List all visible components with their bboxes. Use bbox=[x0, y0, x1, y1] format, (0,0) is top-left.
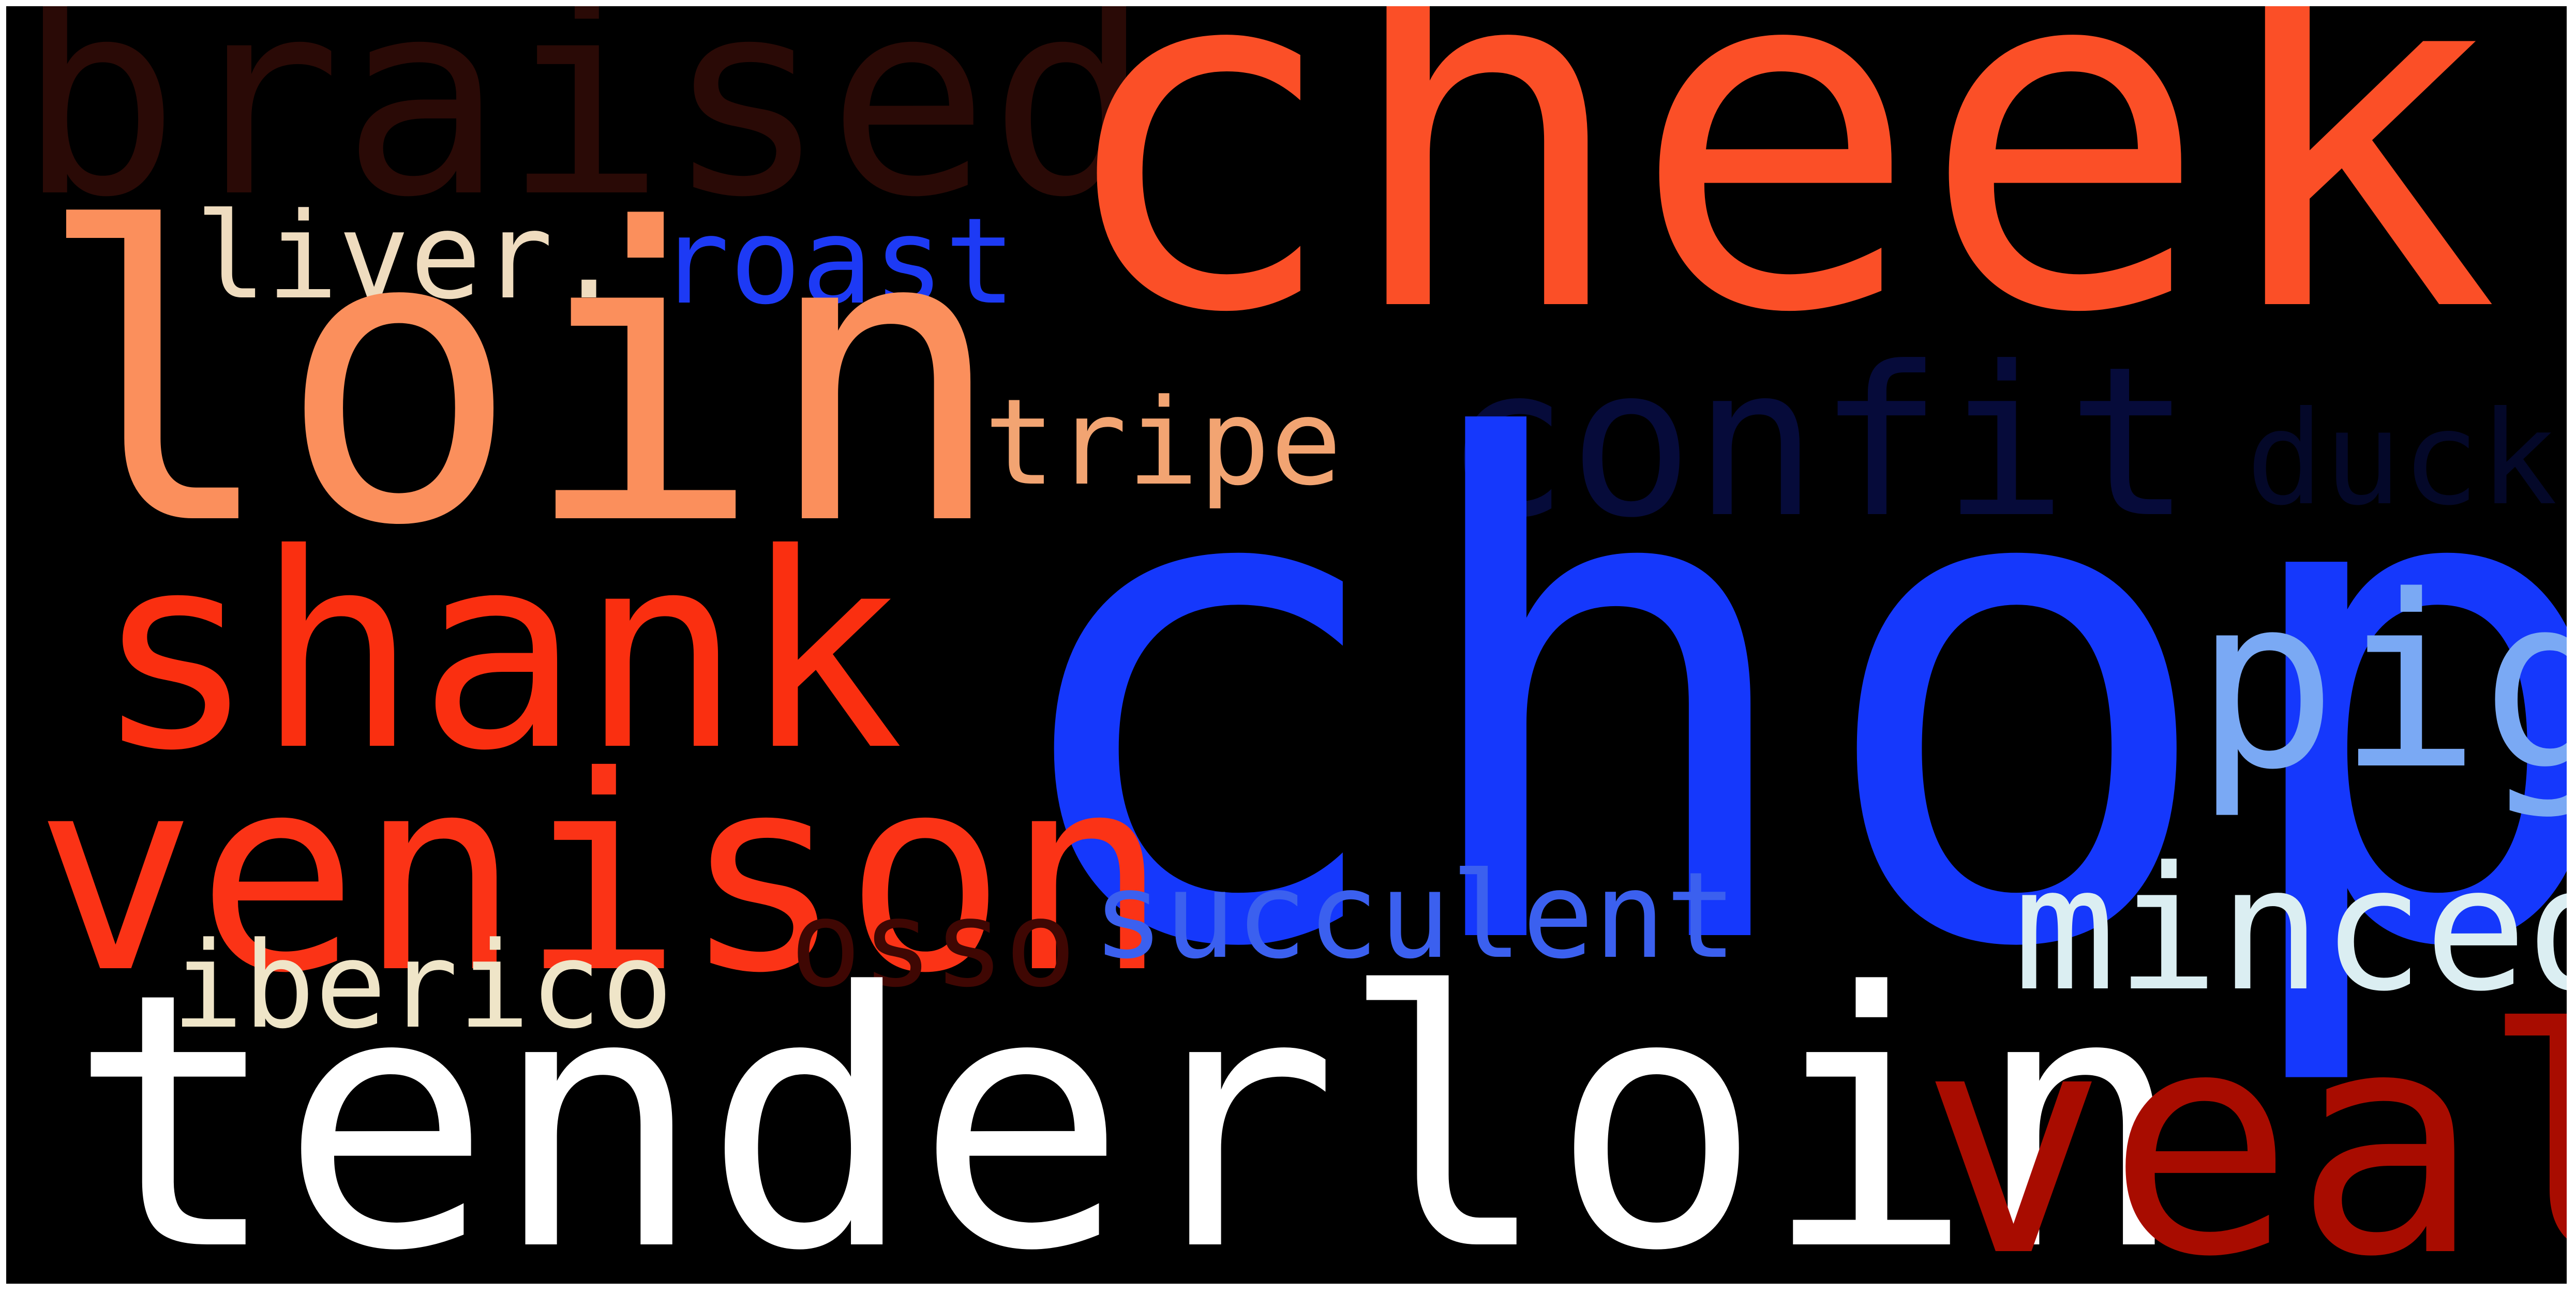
word-succulent: succulent bbox=[1092, 847, 1738, 985]
word-veal: veal bbox=[1920, 963, 2567, 1284]
word-pig: pig bbox=[2194, 545, 2567, 822]
word-shank: shank bbox=[94, 496, 904, 809]
word-venison: venison bbox=[35, 718, 1169, 1032]
word-roast: roast bbox=[658, 193, 1016, 331]
word-confit: confit bbox=[1444, 323, 2192, 563]
word-cloud: braised cheek liver. roast loin tripe co… bbox=[6, 6, 2567, 1284]
word-minced: minced bbox=[2013, 830, 2567, 1029]
word-tenderloin: tenderloin bbox=[68, 919, 2186, 1284]
word-osso: osso bbox=[790, 876, 1076, 1014]
word-loin: loin bbox=[35, 144, 1007, 613]
word-chop: chop bbox=[989, 302, 2567, 1096]
word-duck: duck bbox=[2246, 383, 2558, 534]
word-liver: liver. bbox=[195, 188, 625, 326]
word-iberico: iberico bbox=[172, 917, 673, 1055]
word-tripe: tripe bbox=[984, 374, 1342, 512]
word-cheek: cheek bbox=[1051, 6, 2499, 418]
word-braised: braised bbox=[18, 6, 1151, 256]
